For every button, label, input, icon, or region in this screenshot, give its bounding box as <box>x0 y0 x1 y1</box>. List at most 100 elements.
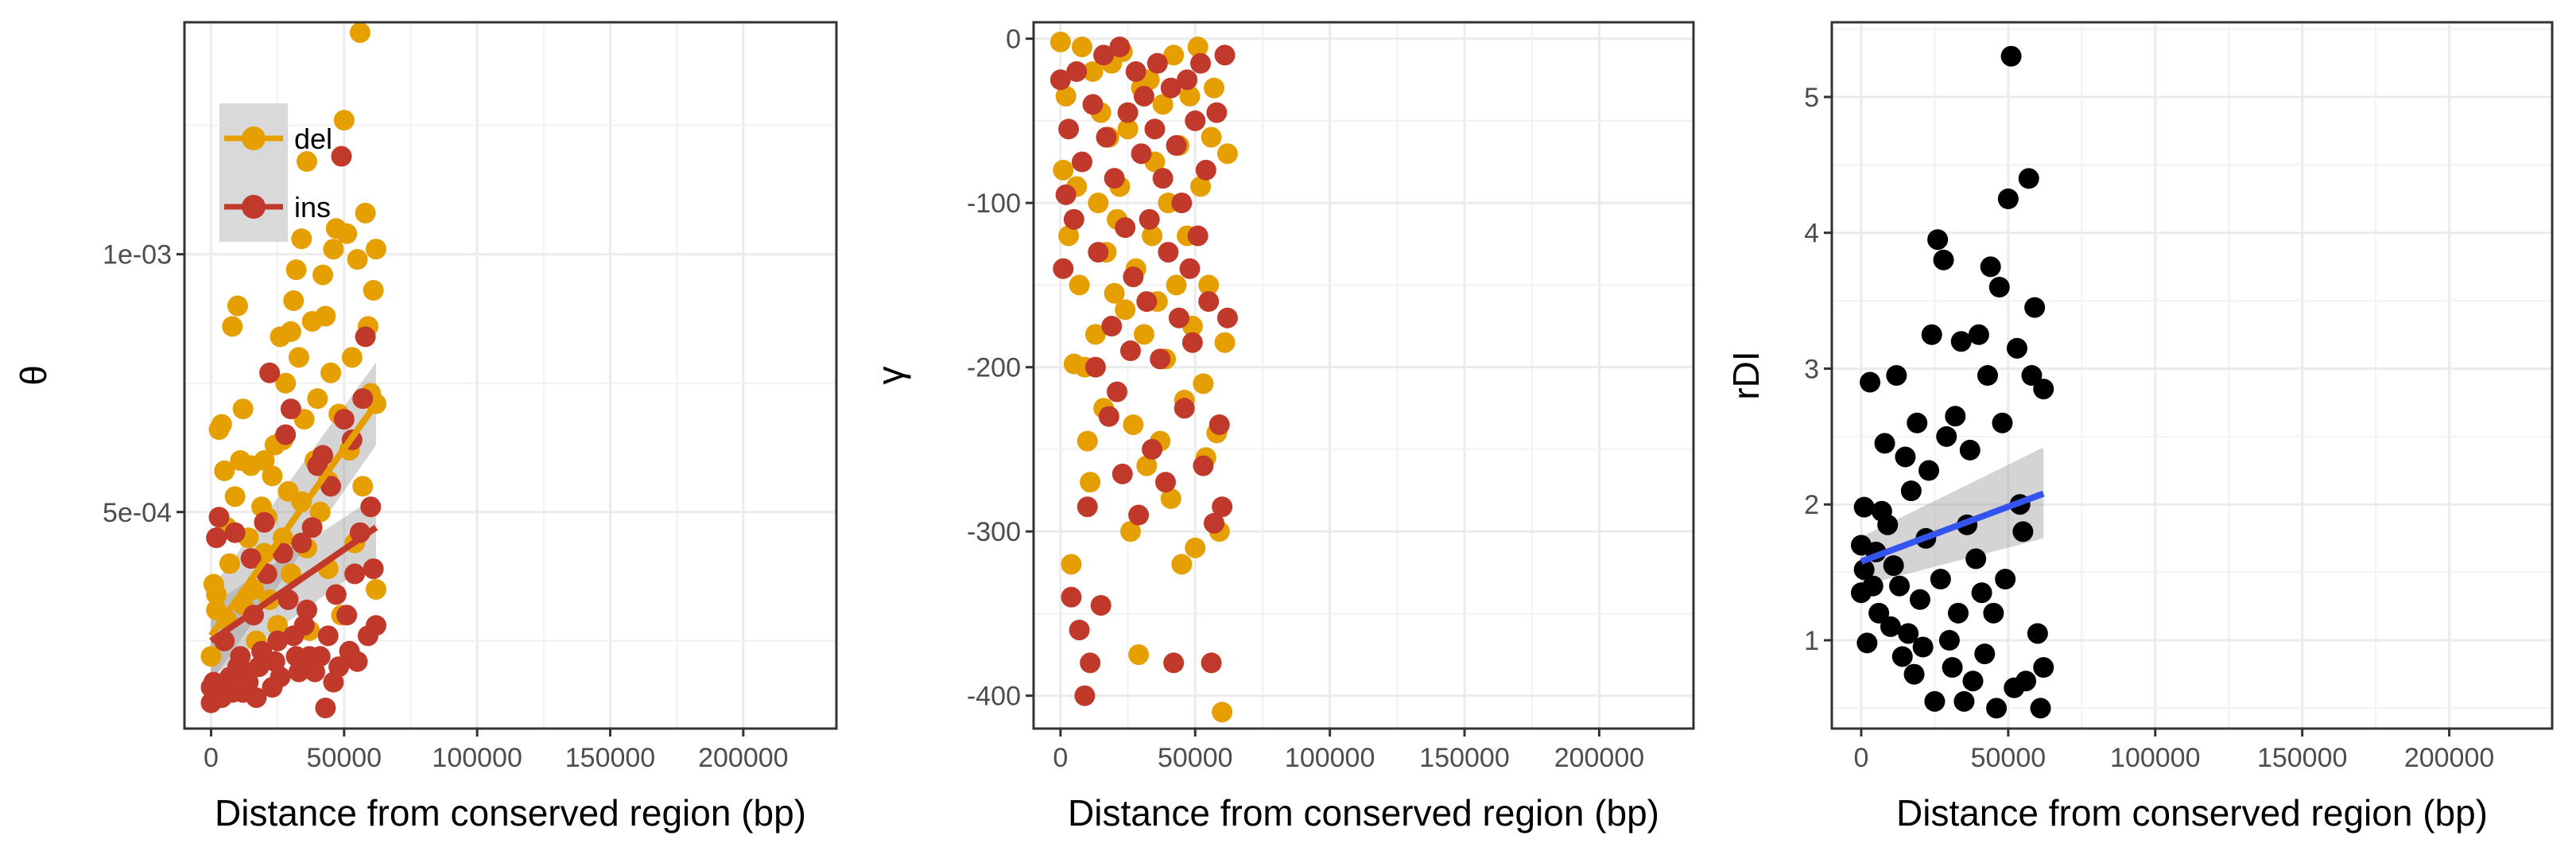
fit-line <box>209 524 378 644</box>
data-point <box>1880 616 1901 637</box>
data-point <box>246 687 267 709</box>
data-point <box>2024 297 2046 318</box>
data-point <box>1980 256 2001 278</box>
data-points <box>1049 31 1238 723</box>
data-point <box>365 239 386 260</box>
y-tick-label: 1e-03 <box>103 240 172 270</box>
data-point <box>1974 643 1996 665</box>
data-point <box>1117 102 1139 123</box>
data-point <box>200 646 222 667</box>
data-point <box>259 362 281 383</box>
data-point <box>1123 266 1144 288</box>
data-point <box>1171 554 1193 575</box>
data-point <box>1942 657 1963 678</box>
data-point <box>309 646 331 667</box>
data-point <box>1877 514 1899 535</box>
data-point <box>1096 126 1117 148</box>
x-tick-label: 0 <box>1053 743 1068 773</box>
data-point <box>360 496 382 518</box>
data-point <box>211 414 232 435</box>
data-point <box>2030 698 2051 719</box>
data-point <box>1924 690 1946 712</box>
y-tick-label: -200 <box>967 353 1021 383</box>
y-tick-label: 0 <box>1006 25 1021 55</box>
data-point <box>1152 168 1174 189</box>
data-point <box>1995 569 2016 590</box>
data-point <box>296 599 317 620</box>
data-point <box>2006 337 2027 359</box>
data-point <box>1082 94 1104 115</box>
data-point <box>1187 36 1208 57</box>
y-tick-label: -400 <box>967 682 1021 712</box>
data-point <box>1185 110 1206 131</box>
data-point <box>1071 36 1092 57</box>
data-point <box>1160 77 1181 99</box>
data-point <box>355 326 376 348</box>
data-point <box>2012 521 2034 542</box>
data-point <box>1049 31 1071 52</box>
y-axis-title: rDI <box>1725 351 1767 399</box>
data-point <box>1214 45 1236 66</box>
data-point <box>1198 274 1220 296</box>
data-point <box>1977 365 1998 386</box>
data-point <box>2018 168 2039 189</box>
data-point <box>1193 373 1214 395</box>
x-axis-ticks: 0 50000 100000 150000 200000 <box>204 729 789 773</box>
data-point <box>1900 480 1922 502</box>
data-point <box>336 223 358 244</box>
confidence-band <box>1860 447 2044 586</box>
x-tick-label: 100000 <box>432 743 522 773</box>
data-point <box>301 517 323 538</box>
gridlines <box>1832 22 2552 729</box>
data-point <box>1983 602 2004 624</box>
x-tick-label: 50000 <box>307 743 382 773</box>
data-point <box>365 578 386 600</box>
data-point <box>1053 159 1074 181</box>
data-point <box>1155 472 1176 493</box>
data-point <box>1171 192 1193 214</box>
data-point <box>1058 119 1080 140</box>
data-point <box>1115 217 1136 239</box>
x-tick-label: 200000 <box>1554 743 1644 773</box>
data-point <box>238 671 259 693</box>
data-point <box>1071 151 1092 173</box>
data-point <box>1055 85 1077 107</box>
data-point <box>320 362 342 383</box>
data-point <box>1212 496 1233 518</box>
x-tick-label: 50000 <box>1971 743 2046 773</box>
data-point <box>1158 242 1179 263</box>
panel-border <box>1830 21 2554 730</box>
data-point <box>1125 60 1146 82</box>
data-point <box>1185 537 1206 558</box>
data-point <box>1055 184 1077 205</box>
data-point <box>1107 381 1128 402</box>
data-point <box>1061 586 1082 608</box>
data-point <box>1945 406 1966 427</box>
data-point <box>1971 582 1992 604</box>
data-point <box>336 604 358 626</box>
x-axis-title: Distance from conserved region (bp) <box>1896 792 2488 834</box>
data-point <box>328 656 350 678</box>
data-point <box>208 507 230 528</box>
data-point <box>315 698 336 719</box>
data-point <box>1128 504 1150 526</box>
data-point <box>254 511 275 533</box>
data-point <box>2021 365 2043 386</box>
data-point <box>262 465 283 487</box>
data-point <box>1889 575 1911 597</box>
data-point <box>317 625 339 647</box>
gamma-panel: 0 -100 -200 -300 -400 0 50000 100000 150000 2000… <box>870 21 1695 834</box>
data-point <box>1163 652 1185 674</box>
fit-lines <box>208 402 379 644</box>
data-point <box>1968 324 1989 345</box>
x-tick-label: 150000 <box>565 743 655 773</box>
rdi-panel: 1 2 3 4 5 0 50000 100000 150000 200000 Distance … <box>1725 21 2554 834</box>
data-point <box>1912 636 1934 658</box>
data-point <box>352 388 374 410</box>
data-point <box>1131 143 1152 165</box>
x-tick-label: 0 <box>1854 743 1869 773</box>
data-point <box>1959 439 1980 461</box>
data-point <box>1179 258 1201 279</box>
data-point <box>283 290 305 312</box>
data-point <box>1927 229 1949 251</box>
